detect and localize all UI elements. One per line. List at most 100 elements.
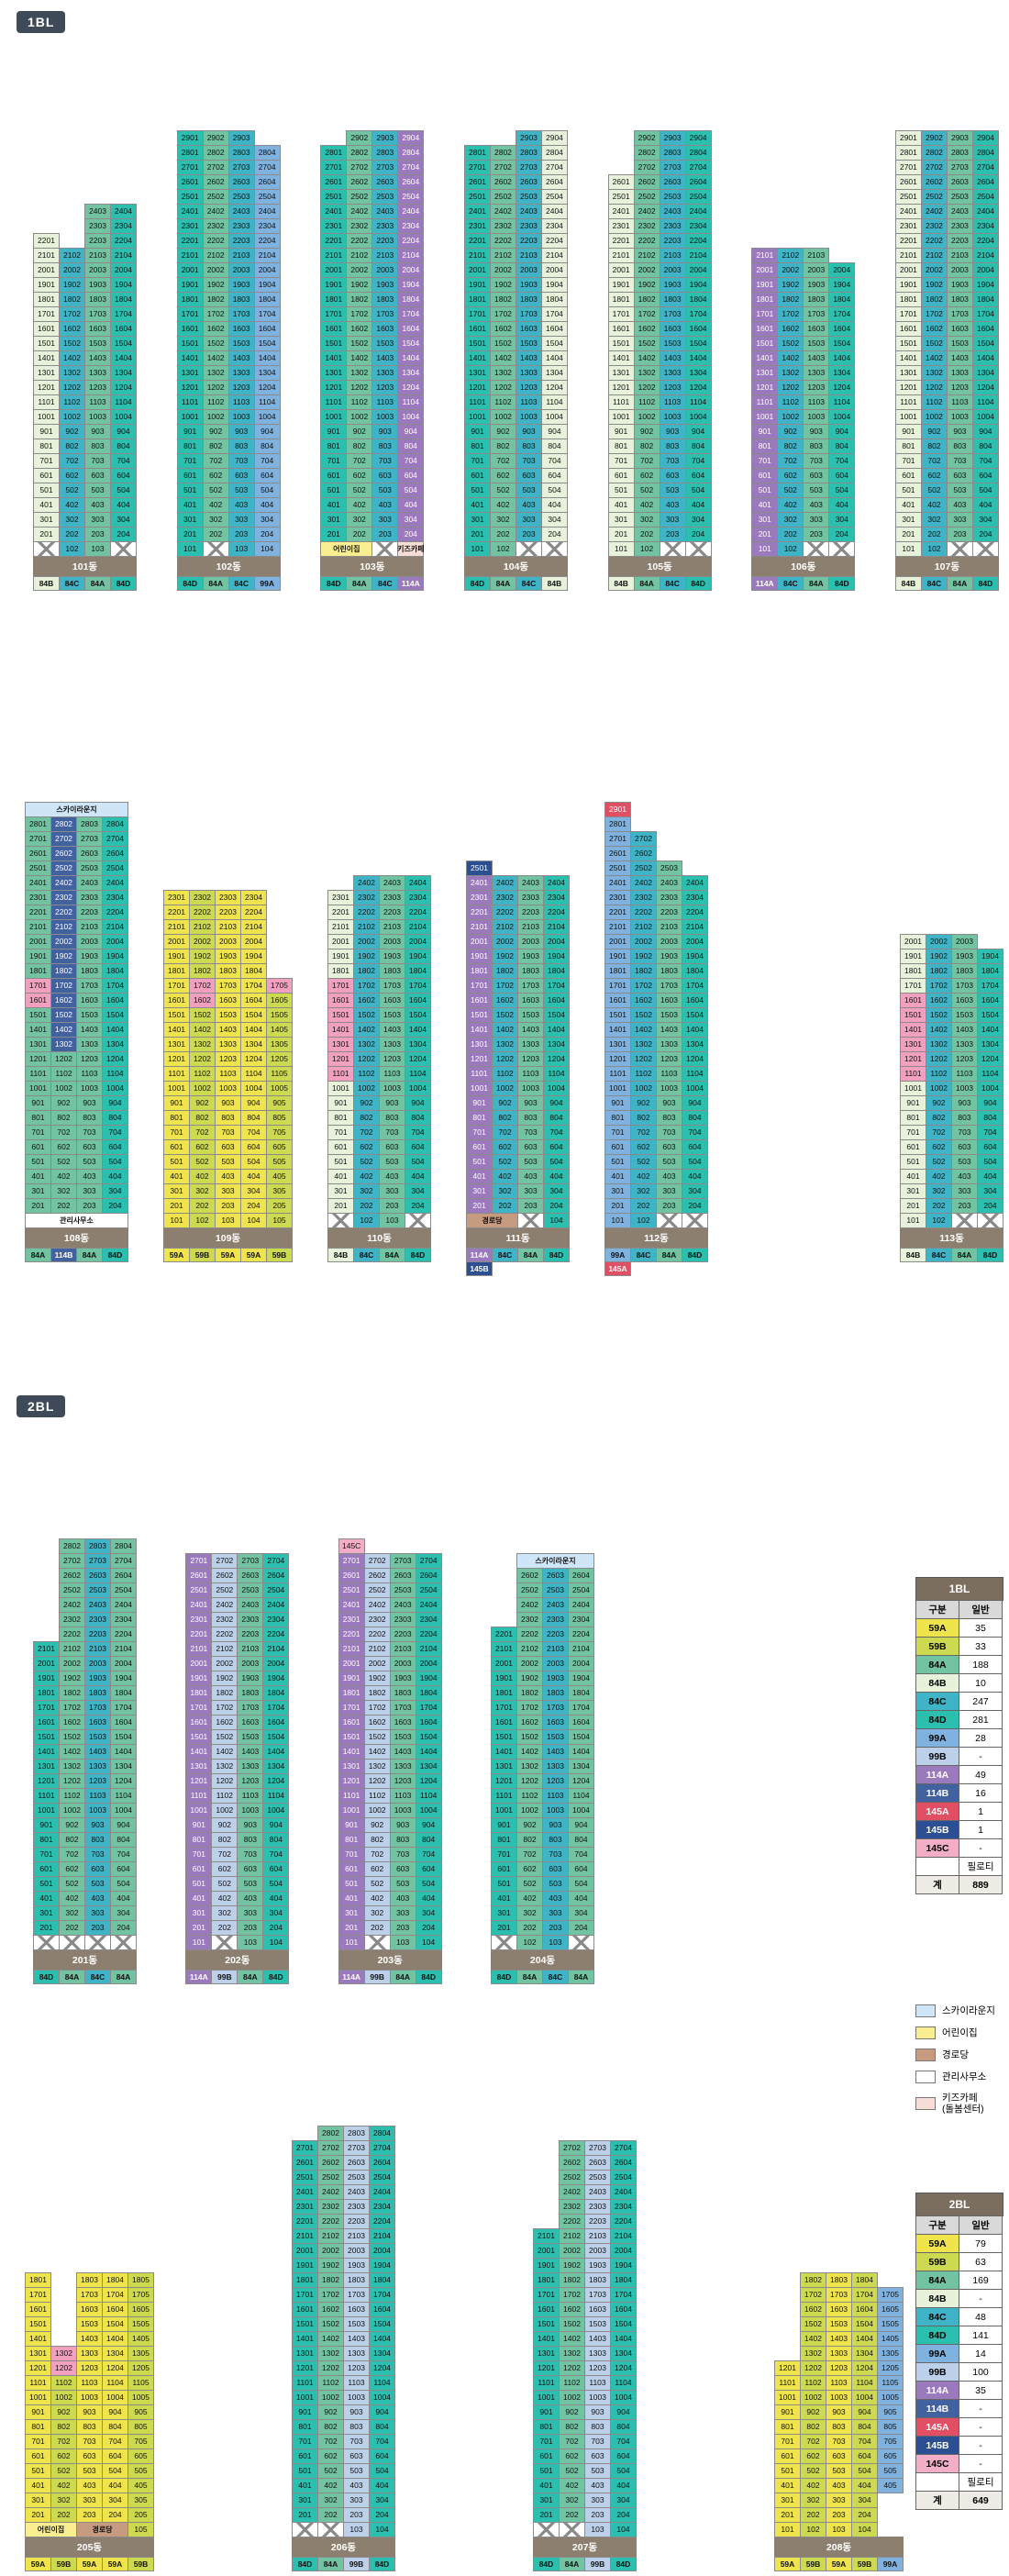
table-value-cell: 10 (959, 1673, 1003, 1693)
unit-cell: 2302 (516, 1612, 543, 1627)
unit-cell: 2204 (110, 1627, 137, 1642)
unit-cell: 2603 (659, 174, 686, 190)
unit-cell: 2504 (397, 189, 425, 205)
floor-row: 1301 1302 1303 1304 (463, 365, 568, 381)
unit-cell: 2402 (202, 204, 229, 219)
unit-cell: 2904 (971, 130, 999, 146)
unit-cell: 1103 (84, 1788, 111, 1804)
unit-cell: 2104 (397, 248, 425, 263)
unit-cell: 1102 (353, 1066, 380, 1082)
unit-cell: 1202 (633, 380, 660, 395)
unit-cell: 1501 (751, 336, 779, 351)
unit-cell: 604 (253, 468, 281, 483)
unit-cell: 1204 (405, 1051, 431, 1067)
unit-cell: 1305 (266, 1037, 293, 1052)
unit-cell: 1902 (211, 1671, 238, 1686)
empty-cell (266, 905, 293, 920)
unit-cell: 2304 (543, 890, 570, 905)
type-label: 84A (202, 576, 229, 591)
type-label-row: 84B 84C 84A 84D (900, 1248, 1003, 1262)
building-name: 107동 (894, 556, 999, 576)
unit-cell: 1201 (533, 2360, 560, 2376)
unit-cell: 2101 (327, 919, 354, 935)
unit-cell: 2001 (604, 934, 631, 949)
unit-cell: 2402 (353, 875, 380, 891)
empty-cell (656, 802, 682, 817)
unit-cell: 1303 (659, 365, 686, 381)
floor-row: 1701 1702 1703 1704 (894, 306, 999, 322)
unit-cell: 2501 (894, 189, 922, 205)
unit-cell: 1204 (543, 1051, 570, 1067)
unit-cell: 2304 (971, 218, 999, 234)
unit-cell: 604 (828, 468, 856, 483)
unit-cell: 401 (185, 1891, 213, 1906)
floor-row: 601 602 603 604 (533, 2448, 637, 2464)
unit-cell: 304 (405, 1183, 431, 1199)
unit-cell: 1402 (211, 1744, 238, 1760)
floor-row: 301 302 303 304 (774, 2493, 903, 2508)
floor-row: 1901 1902 1903 1904 (894, 277, 999, 293)
unit-cell: 303 (215, 1183, 241, 1199)
floor-row: 401 402 403 404 (466, 1169, 570, 1184)
piloti-cell (110, 541, 137, 557)
unit-cell: 704 (828, 453, 856, 469)
unit-cell: 1404 (110, 350, 137, 366)
unit-cell: 1604 (610, 2302, 637, 2317)
unit-cell: 2102 (202, 248, 229, 263)
unit-cell: 1102 (800, 2375, 826, 2391)
type-label: 84C (659, 576, 686, 591)
unit-cell: 1404 (415, 1744, 442, 1760)
floor-row: 601 602 603 604 (607, 468, 712, 483)
unit-cell: 2501 (25, 861, 51, 876)
floor-row: 2001 2002 2003 2004 (292, 2243, 395, 2259)
unit-cell: 1302 (777, 365, 804, 381)
unit-cell: 2103 (946, 248, 973, 263)
unit-cell: 703 (343, 2434, 370, 2449)
floor-row: 2501 2502 2503 2504 (292, 2170, 395, 2185)
unit-cell: 1103 (371, 394, 399, 410)
unit-cell: 302 (346, 512, 373, 527)
unit-cell: 1301 (176, 365, 204, 381)
unit-cell: 2903 (515, 130, 542, 146)
unit-cell: 1403 (76, 2331, 103, 2347)
unit-cell: 2401 (463, 204, 491, 219)
floor-row: 701 702 703 704 (33, 453, 137, 469)
unit-cell: 1004 (110, 409, 137, 425)
unit-cell: 204 (851, 2507, 878, 2523)
unit-cell: 1004 (240, 1081, 267, 1096)
floor-row: 1201 1202 1203 1204 (25, 1051, 128, 1067)
unit-cell: 204 (828, 527, 856, 542)
empty-cell (491, 1553, 517, 1569)
unit-cell: 202 (202, 527, 229, 542)
unit-cell: 1405 (128, 2331, 154, 2347)
empty-cell (464, 130, 491, 146)
unit-cell: 1601 (163, 993, 190, 1008)
unit-cell: 1501 (327, 1007, 354, 1023)
unit-cell: 2102 (59, 248, 85, 263)
table-column-header: 일반 (959, 1600, 1003, 1619)
type-label: 84D (292, 2557, 318, 2571)
floor-row: 1801 1802 1803 1804 (185, 1685, 290, 1701)
unit-cell: 2101 (466, 919, 493, 935)
unit-cell: 403 (656, 1169, 682, 1184)
unit-cell: 1702 (489, 306, 516, 322)
unit-cell: 1204 (977, 1051, 1003, 1067)
unit-cell: 102 (777, 541, 804, 557)
unit-cell: 1404 (110, 1744, 137, 1760)
unit-cell: 1201 (292, 2360, 318, 2376)
unit-cell: 2104 (684, 248, 712, 263)
unit-cell: 2701 (185, 1553, 213, 1569)
unit-cell: 801 (327, 1110, 354, 1126)
unit-cell: 1403 (84, 350, 111, 366)
unit-cell: 903 (826, 2404, 852, 2420)
floor-row: 2401 2402 2403 2404 (185, 1597, 290, 1613)
unit-cell: 2203 (371, 233, 399, 249)
unit-cell: 602 (489, 468, 516, 483)
empty-cell (33, 218, 60, 234)
unit-cell: 601 (327, 1139, 354, 1155)
legend-label: 스카이라운지 (942, 2004, 995, 2016)
unit-cell: 1303 (343, 2346, 370, 2361)
unit-cell: 404 (110, 1891, 137, 1906)
unit-cell: 2402 (630, 875, 657, 891)
unit-cell: 301 (163, 1183, 190, 1199)
